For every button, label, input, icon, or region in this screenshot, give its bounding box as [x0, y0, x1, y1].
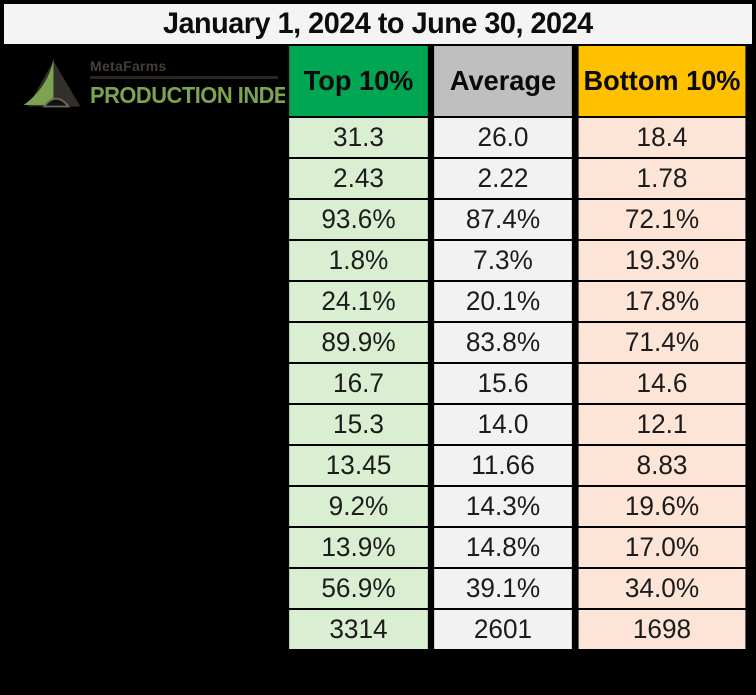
table-cell: 34.0% [578, 569, 746, 608]
table-cell: 83.8% [434, 323, 572, 362]
column-header-top10: Top 10% [289, 46, 428, 116]
table-cell: 3314 [289, 610, 428, 649]
table-cell: 18.4 [578, 118, 746, 157]
table-cell: 14.8% [434, 528, 572, 567]
brand-divider [90, 75, 278, 79]
table-cell: 17.0% [578, 528, 746, 567]
title-band: January 1, 2024 to June 30, 2024 [4, 4, 752, 44]
production-index-table: Top 10% Average Bottom 10% 31.3 26.0 18.… [285, 44, 752, 651]
table-cell: 24.1% [289, 282, 428, 321]
table-cell: 2.22 [434, 159, 572, 198]
table-cell: 89.9% [289, 323, 428, 362]
table-cell: 14.0 [434, 405, 572, 444]
table-cell: 17.8% [578, 282, 746, 321]
column-header-bottom10: Bottom 10% [578, 46, 746, 116]
table-cell: 15.6 [434, 364, 572, 403]
table-cell: 15.3 [289, 405, 428, 444]
table-cell: 16.7 [289, 364, 428, 403]
table-cell: 2.43 [289, 159, 428, 198]
table-cell: 26.0 [434, 118, 572, 157]
table-cell: 1.78 [578, 159, 746, 198]
column-header-average: Average [434, 46, 572, 116]
table-cell: 72.1% [578, 200, 746, 239]
brand-name: MetaFarms [90, 57, 167, 74]
table-cell: 14.6 [578, 364, 746, 403]
table-cell: 11.66 [434, 446, 572, 485]
product-name: PRODUCTION INDEX [90, 81, 303, 108]
table-cell: 56.9% [289, 569, 428, 608]
table-cell: 20.1% [434, 282, 572, 321]
table-cell: 19.6% [578, 487, 746, 526]
table-cell: 8.83 [578, 446, 746, 485]
table-cell: 13.45 [289, 446, 428, 485]
table-cell: 9.2% [289, 487, 428, 526]
logo-text-block: MetaFarms PRODUCTION INDEX [90, 58, 313, 109]
table-cell: 7.3% [434, 241, 572, 280]
table-cell: 19.3% [578, 241, 746, 280]
table-cell: 12.1 [578, 405, 746, 444]
metafarms-logo: MetaFarms PRODUCTION INDEX [20, 48, 303, 118]
table-cell: 71.4% [578, 323, 746, 362]
table-cell: 1698 [578, 610, 746, 649]
mountain-logo-icon [23, 58, 81, 108]
table-cell: 87.4% [434, 200, 572, 239]
table-cell: 31.3 [289, 118, 428, 157]
table-cell: 13.9% [289, 528, 428, 567]
table-cell: 93.6% [289, 200, 428, 239]
table-cell: 39.1% [434, 569, 572, 608]
table-cell: 14.3% [434, 487, 572, 526]
table-cell: 1.8% [289, 241, 428, 280]
table-cell: 2601 [434, 610, 572, 649]
page-title: January 1, 2024 to June 30, 2024 [163, 7, 593, 40]
